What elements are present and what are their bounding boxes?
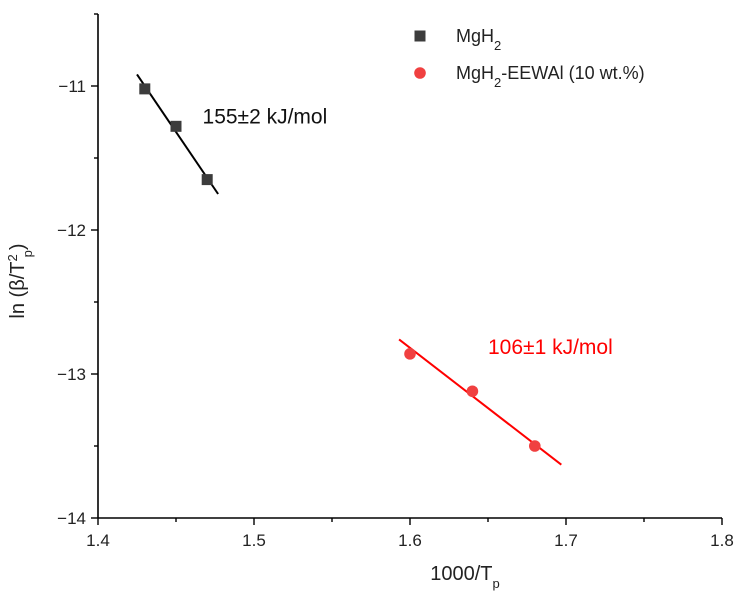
- x-tick-label: 1.6: [398, 531, 422, 550]
- y-tick-label: −14: [57, 509, 86, 528]
- y-tick-label: −12: [57, 221, 86, 240]
- annotations: 155±2 kJ/mol 106±1 kJ/mol: [203, 105, 613, 358]
- legend-label: MgH2: [456, 26, 501, 53]
- annotation-label: 106±1 kJ/mol: [488, 336, 613, 359]
- axes: 1.4 1.5 1.6 1.7 1.8 −14 −13 −12 −11 1000/Tp ln (β/…: [5, 13, 734, 591]
- data-point: [404, 348, 416, 360]
- x-tick-label: 1.5: [242, 531, 266, 550]
- legend-label: MgH2-EEWAl (10 wt.%): [456, 63, 645, 90]
- fit-lines: [136, 73, 562, 466]
- y-tick-label: −11: [58, 77, 86, 96]
- data-point: [139, 83, 151, 95]
- x-tick-label: 1.8: [710, 531, 734, 550]
- legend: MgH2 MgH2-EEWAl (10 wt.%): [414, 26, 645, 90]
- x-tick-label: 1.7: [554, 531, 578, 550]
- legend-marker: [414, 67, 426, 79]
- x-axis-title: 1000/Tp: [430, 563, 500, 591]
- data-point: [201, 174, 213, 186]
- data-point: [170, 120, 182, 132]
- y-axis-title: ln (β/T2p): [5, 243, 35, 318]
- annotation-label: 155±2 kJ/mol: [203, 105, 328, 128]
- data-points: [139, 83, 541, 452]
- legend-marker: [414, 30, 426, 42]
- data-point: [529, 440, 541, 452]
- x-tick-label: 1.4: [86, 531, 110, 550]
- y-tick-label: −13: [57, 365, 86, 384]
- fit-line: [136, 73, 219, 195]
- data-point: [466, 385, 479, 398]
